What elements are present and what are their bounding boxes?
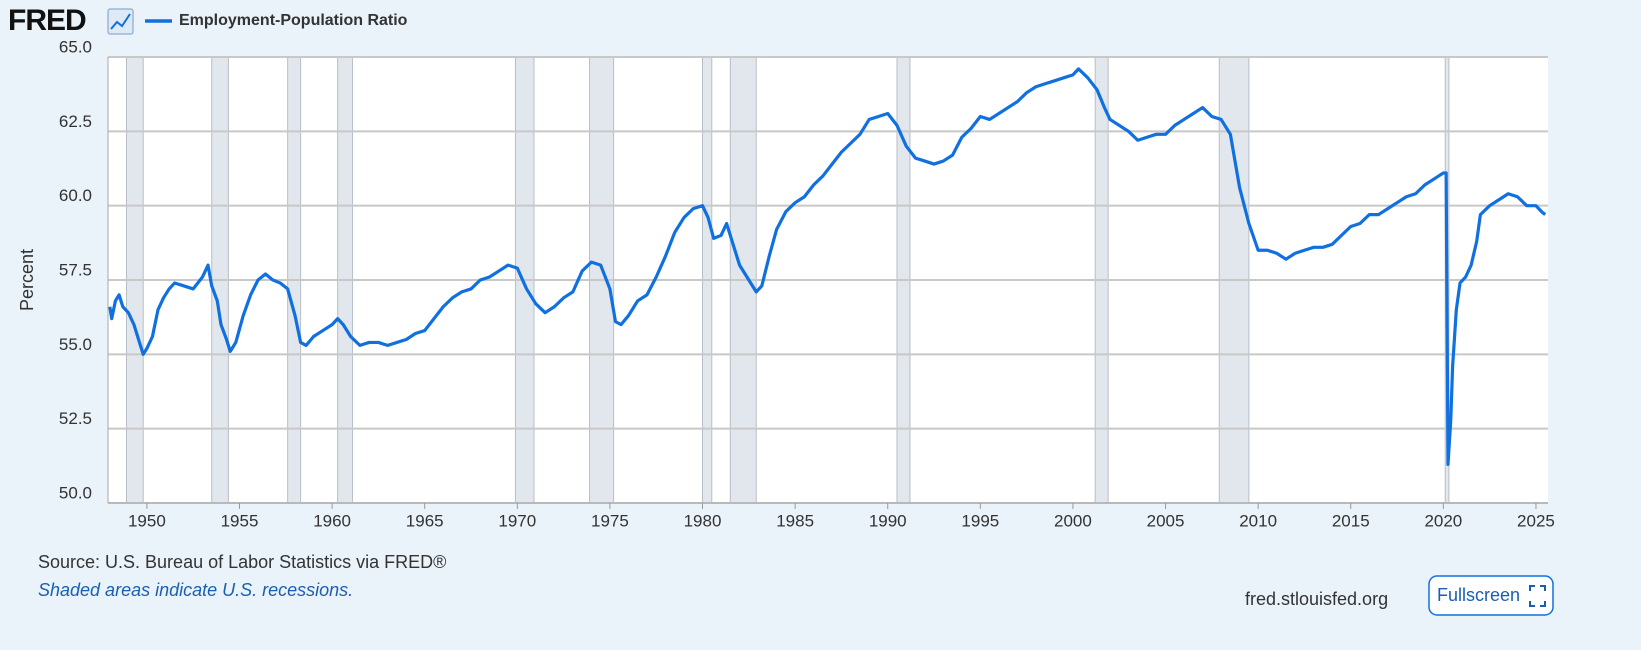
- x-tick-label: 2000: [1054, 511, 1092, 530]
- x-tick-label: 1985: [776, 511, 814, 530]
- x-tick-label: 1990: [869, 511, 907, 530]
- y-axis-label: Percent: [17, 249, 37, 311]
- x-tick-label: 1975: [591, 511, 629, 530]
- button-frame[interactable]: [1428, 575, 1554, 616]
- button-label[interactable]: Fullscreen: [1437, 585, 1520, 605]
- x-tick-label: 2015: [1332, 511, 1370, 530]
- y-tick-label: 50.0: [59, 483, 92, 502]
- y-tick-label: 55.0: [59, 335, 92, 354]
- fullscreen-button[interactable]: Fullscreen: [1428, 575, 1554, 616]
- x-tick-label: 2020: [1424, 511, 1462, 530]
- y-tick-label: 52.5: [59, 409, 92, 428]
- source-text: Source: U.S. Bureau of Labor Statistics …: [38, 552, 446, 572]
- site-url: fred.stlouisfed.org: [1245, 589, 1388, 609]
- x-tick-label: 1960: [313, 511, 351, 530]
- y-tick-label: 60.0: [59, 186, 92, 205]
- y-tick-label: 65.0: [59, 37, 92, 56]
- recession-note: Shaded areas indicate U.S. recessions.: [38, 580, 353, 600]
- data-line: [108, 67, 1547, 466]
- x-tick-label: 1955: [221, 511, 259, 530]
- x-tick-label: 1995: [961, 511, 999, 530]
- x-tick-label: 1950: [128, 511, 166, 530]
- fullscreen-icon[interactable]: [1529, 585, 1546, 607]
- x-tick-label: 2005: [1147, 511, 1185, 530]
- brand-logo: FRED: [8, 4, 86, 37]
- plot: [107, 56, 1548, 509]
- x-tick-label: 1965: [406, 511, 444, 530]
- legend-label: Employment-Population Ratio: [179, 12, 408, 29]
- brand-icon: [107, 8, 134, 35]
- x-tick-label: 1980: [684, 511, 722, 530]
- y-tick-label: 62.5: [59, 112, 92, 131]
- y-tick-label: 57.5: [59, 260, 92, 279]
- x-tick-label: 2025: [1517, 511, 1555, 530]
- x-tick-label: 1970: [498, 511, 536, 530]
- x-tick-label: 2010: [1239, 511, 1277, 530]
